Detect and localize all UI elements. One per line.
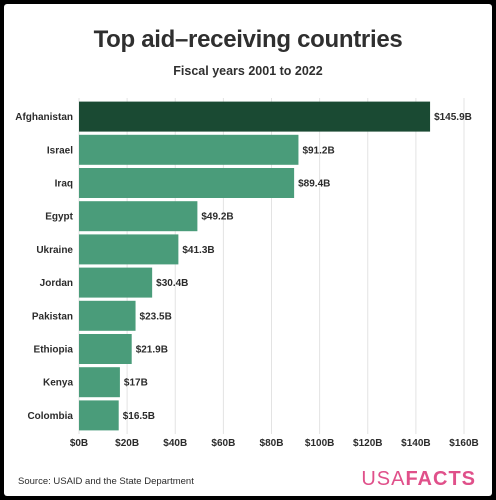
value-label: $89.4B: [298, 179, 330, 190]
chart-card: Top aid–receiving countries Fiscal years…: [4, 4, 492, 496]
x-tick-label: $40B: [163, 438, 187, 449]
category-label: Colombia: [27, 411, 73, 422]
bar: [79, 201, 198, 232]
chart-subtitle: Fiscal years 2001 to 2022: [173, 64, 323, 78]
usafacts-logo: USAFACTS: [361, 468, 476, 491]
category-label: Ukraine: [36, 245, 73, 256]
bar-chart: Afghanistan $145.9B Israel $91.2B Iraq $89.4B…: [15, 98, 479, 449]
category-label: Ethiopia: [34, 345, 74, 356]
value-label: $23.5B: [140, 311, 172, 322]
category-label: Pakistan: [32, 311, 73, 322]
value-label: $91.2B: [302, 145, 334, 156]
x-tick-label: $140B: [401, 438, 430, 449]
category-label: Egypt: [45, 212, 73, 223]
bar: [79, 334, 132, 364]
value-label: $17B: [124, 378, 148, 389]
value-label: $30.4B: [156, 278, 188, 289]
bar: [79, 300, 136, 331]
x-tick-label: $20B: [115, 438, 139, 449]
bar: [79, 367, 120, 398]
x-tick-label: $100B: [305, 438, 334, 449]
value-label: $145.9B: [434, 112, 472, 123]
category-label: Iraq: [55, 179, 73, 190]
logo-usa: USA: [361, 468, 406, 490]
category-label: Israel: [47, 145, 73, 156]
value-label: $49.2B: [201, 212, 233, 223]
x-tick-label: $160B: [449, 438, 478, 449]
x-tick-label: $80B: [260, 438, 284, 449]
category-label: Kenya: [43, 378, 73, 389]
x-tick-label: $60B: [211, 438, 235, 449]
bar: [79, 400, 119, 431]
category-label: Afghanistan: [15, 112, 73, 123]
bar: [79, 134, 299, 165]
value-label: $41.3B: [182, 245, 214, 256]
category-label: Jordan: [40, 278, 73, 289]
x-tick-label: $0B: [70, 438, 88, 449]
chart-title: Top aid–receiving countries: [93, 26, 403, 53]
value-label: $21.9B: [136, 345, 168, 356]
bar: [79, 267, 153, 298]
value-label: $16.5B: [123, 411, 155, 422]
logo-facts: FACTS: [405, 468, 476, 490]
bar: [79, 168, 295, 198]
x-tick-label: $120B: [353, 438, 382, 449]
bar: [79, 234, 179, 265]
source-note: Source: USAID and the State Department: [18, 476, 194, 487]
bar: [79, 101, 431, 132]
